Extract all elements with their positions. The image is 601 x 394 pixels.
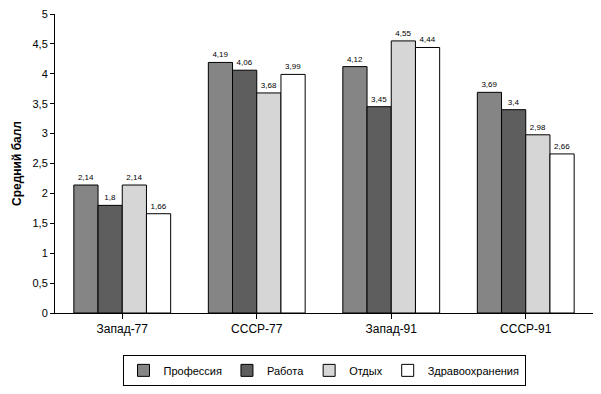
svg-text:4,55: 4,55 — [395, 29, 411, 38]
svg-text:4,5: 4,5 — [33, 38, 48, 50]
svg-text:Запад-77: Запад-77 — [97, 322, 149, 336]
svg-text:5: 5 — [42, 8, 48, 20]
svg-text:4,12: 4,12 — [347, 55, 363, 64]
svg-text:1: 1 — [42, 247, 48, 259]
svg-text:1,66: 1,66 — [151, 202, 167, 211]
svg-text:2,66: 2,66 — [554, 142, 570, 151]
svg-text:3,99: 3,99 — [285, 62, 301, 71]
svg-text:Средний балл: Средний балл — [10, 121, 24, 206]
svg-text:4,19: 4,19 — [212, 50, 228, 59]
svg-text:2,5: 2,5 — [33, 157, 48, 169]
svg-text:3,4: 3,4 — [508, 98, 520, 107]
svg-text:Работа: Работа — [267, 365, 304, 377]
svg-text:Профессия: Профессия — [164, 365, 222, 377]
svg-text:3: 3 — [42, 127, 48, 139]
svg-text:3,5: 3,5 — [33, 98, 48, 110]
svg-text:Здравоохранения: Здравоохранения — [428, 365, 519, 377]
svg-text:1,8: 1,8 — [104, 193, 116, 202]
svg-text:СССР-91: СССР-91 — [500, 322, 552, 336]
svg-text:4,06: 4,06 — [237, 58, 253, 67]
svg-text:3,68: 3,68 — [261, 81, 277, 90]
svg-text:1,5: 1,5 — [33, 217, 48, 229]
svg-text:2,14: 2,14 — [126, 173, 142, 182]
svg-text:4,44: 4,44 — [420, 35, 436, 44]
svg-text:3,45: 3,45 — [371, 95, 387, 104]
svg-text:3,69: 3,69 — [481, 80, 497, 89]
svg-text:0,5: 0,5 — [33, 277, 48, 289]
svg-text:Запад-91: Запад-91 — [366, 322, 418, 336]
svg-text:2,14: 2,14 — [78, 173, 94, 182]
svg-text:СССР-77: СССР-77 — [231, 322, 283, 336]
svg-text:4: 4 — [42, 68, 48, 80]
svg-text:0: 0 — [42, 307, 48, 319]
svg-text:2,98: 2,98 — [530, 123, 546, 132]
svg-text:Отдых: Отдых — [349, 365, 383, 377]
svg-text:2: 2 — [42, 187, 48, 199]
